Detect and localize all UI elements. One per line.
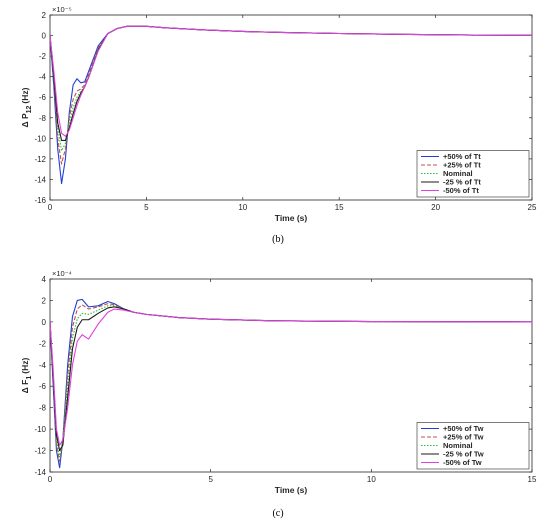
x-axis-label: Time (s) (275, 213, 308, 223)
y-axis-label-subscript: 1 (26, 376, 33, 380)
y-axis-label: Δ P12 (Hz) (20, 87, 33, 127)
x-tick-label: 0 (48, 203, 53, 212)
y-axis-label-main: Δ F (20, 380, 30, 394)
y-tick-label: -6 (39, 382, 47, 391)
legend-box (416, 422, 530, 470)
x-tick-label: 10 (367, 475, 376, 484)
series-line-3 (50, 305, 532, 458)
y-axis-label: Δ F1 (Hz) (20, 358, 33, 394)
figure-caption: (b) (272, 234, 284, 245)
x-axis-label: Time (s) (275, 485, 308, 495)
y-axis-label-main: Δ P (20, 113, 30, 127)
y-tick-label: 4 (42, 275, 47, 284)
legend-entry: +25% of Tt (443, 161, 481, 170)
y-tick-label: -4 (39, 361, 47, 370)
legend-entry: +50% of Tt (443, 152, 481, 161)
y-axis-label-unit: (Hz) (20, 358, 30, 374)
legend-entry: -50% of Tt (443, 186, 479, 195)
legend-entry: +25% of Tw (443, 433, 484, 442)
y-axis-label-unit: (Hz) (20, 87, 30, 103)
y-tick-label: 2 (42, 296, 47, 305)
x-tick-label: 10 (238, 203, 247, 212)
y-tick-label: -2 (39, 339, 47, 348)
series-lines (50, 298, 532, 469)
x-tick-label: 15 (335, 203, 344, 212)
y-tick-label: -16 (34, 196, 46, 205)
y-tick-label: -8 (39, 404, 47, 413)
legend-entry: Nominal (443, 169, 473, 178)
y-tick-label: -10 (34, 134, 46, 143)
y-tick-label: 0 (42, 318, 47, 327)
y-tick-label: -2 (39, 52, 47, 61)
exponent-label: ×10⁻⁴ (52, 269, 72, 278)
y-tick-label: -14 (34, 468, 46, 477)
y-tick-label: 2 (42, 11, 47, 20)
y-tick-label: -12 (34, 155, 46, 164)
legend-entry: -50% of Tw (443, 458, 482, 467)
y-tick-label: -4 (39, 73, 47, 82)
y-tick-label: -6 (39, 93, 47, 102)
y-tick-label: -10 (34, 425, 46, 434)
y-tick-label: 0 (42, 32, 47, 41)
chart-b: 0 5 10 15 20 2520-2-4-6-8-10-12-14-16×10⁻⁵Tim… (20, 5, 537, 245)
legend-box (416, 150, 530, 198)
chart-c: 0 5 10 15 4 2 0 -2 -4 -6 -8 -10 -12 -14 ×10⁻⁴ Time (s) Δ… (20, 269, 537, 519)
legend-entry: Nominal (443, 441, 473, 450)
figure-caption: (c) (272, 508, 283, 519)
legend-entry: -25 % of Tt (443, 178, 481, 187)
x-tick-label: 5 (208, 475, 213, 484)
legend-entry: +50% of Tw (443, 424, 484, 433)
series-lines (50, 25, 532, 185)
series-line-5 (50, 308, 532, 446)
legend-entry: -25 % of Tw (443, 450, 484, 459)
x-tick-label: 15 (528, 475, 537, 484)
y-tick-label: -14 (34, 175, 46, 184)
x-tick-label: 25 (528, 203, 537, 212)
y-tick-label: -8 (39, 114, 47, 123)
x-tick-label: 20 (431, 203, 440, 212)
exponent-label: ×10⁻⁵ (52, 5, 72, 14)
series-line-5 (50, 25, 532, 137)
y-axis-label-subscript: 12 (26, 105, 33, 113)
x-tick-label: 0 (48, 475, 53, 484)
y-tick-label: -12 (34, 447, 46, 456)
x-tick-label: 5 (144, 203, 149, 212)
